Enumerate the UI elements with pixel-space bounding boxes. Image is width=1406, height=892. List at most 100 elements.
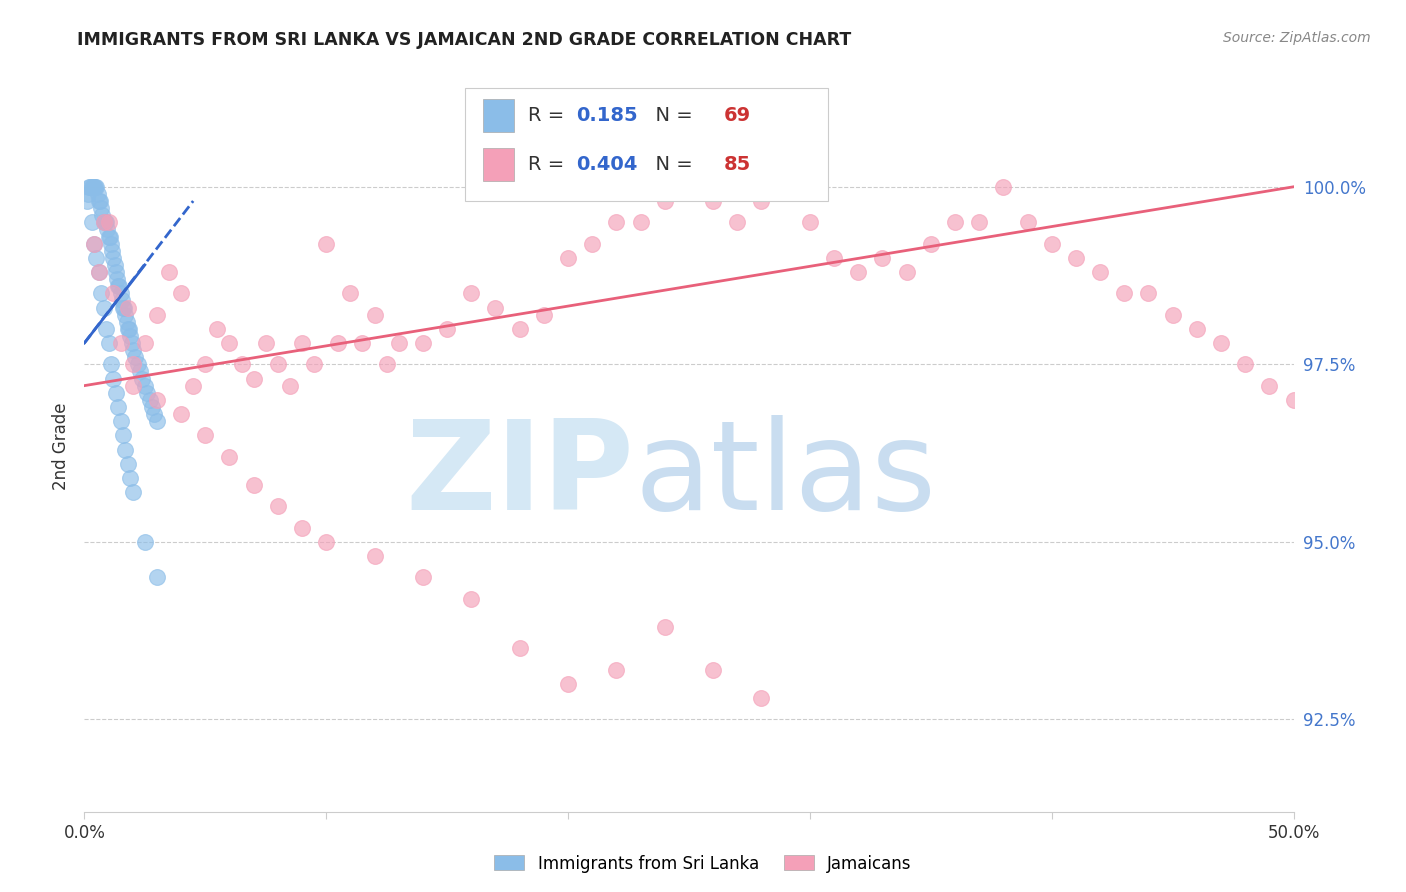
Point <box>278 378 301 392</box>
Point <box>112 301 135 315</box>
Point <box>412 570 434 584</box>
Point <box>654 194 676 208</box>
Point <box>436 322 458 336</box>
Point <box>1137 286 1160 301</box>
FancyBboxPatch shape <box>465 87 828 201</box>
Point <box>363 308 385 322</box>
Point <box>93 215 115 229</box>
Point <box>118 322 141 336</box>
Point <box>111 293 134 308</box>
Point <box>141 400 163 414</box>
Text: atlas: atlas <box>634 415 936 536</box>
FancyBboxPatch shape <box>484 99 513 132</box>
Point <box>231 357 253 371</box>
Point <box>751 194 773 208</box>
Point <box>105 272 128 286</box>
Point <box>93 215 115 229</box>
Point <box>82 179 104 194</box>
Point <box>872 251 894 265</box>
Point <box>121 485 143 500</box>
Text: R =: R = <box>529 155 571 174</box>
Point <box>94 322 117 336</box>
Point <box>725 215 748 229</box>
Point <box>533 308 555 322</box>
Text: 0.185: 0.185 <box>576 106 638 125</box>
Point <box>96 222 118 236</box>
Point <box>291 521 314 535</box>
Text: N =: N = <box>643 155 699 174</box>
Point <box>108 279 131 293</box>
Point <box>117 322 139 336</box>
Point <box>339 286 361 301</box>
Point <box>129 364 152 378</box>
Point <box>823 251 845 265</box>
Point <box>77 179 100 194</box>
Point <box>509 641 531 656</box>
Point <box>86 179 108 194</box>
Point <box>170 407 193 421</box>
Point <box>267 500 290 514</box>
Point <box>134 534 156 549</box>
Point <box>375 357 398 371</box>
Point <box>124 350 146 364</box>
Text: Source: ZipAtlas.com: Source: ZipAtlas.com <box>1223 31 1371 45</box>
Point <box>87 265 110 279</box>
Point <box>1185 322 1208 336</box>
Point <box>242 478 264 492</box>
Point <box>388 336 411 351</box>
Point <box>90 201 112 215</box>
Point <box>1040 236 1063 251</box>
Point <box>207 322 229 336</box>
Point <box>86 186 108 201</box>
Point <box>120 329 142 343</box>
Point <box>194 357 217 371</box>
Point <box>143 407 166 421</box>
Point <box>117 457 139 471</box>
Point <box>134 378 156 392</box>
Point <box>131 371 153 385</box>
Point <box>121 357 143 371</box>
Point <box>104 265 127 279</box>
Point <box>1088 265 1111 279</box>
Point <box>87 265 110 279</box>
Point <box>460 591 482 606</box>
Point <box>157 265 180 279</box>
Point <box>557 677 579 691</box>
Text: ZIP: ZIP <box>406 415 634 536</box>
Point <box>117 301 139 315</box>
Point <box>751 691 773 706</box>
Point <box>107 400 129 414</box>
Text: 85: 85 <box>724 155 751 174</box>
Point <box>920 236 942 251</box>
Point <box>114 308 136 322</box>
Point <box>138 392 160 407</box>
Point <box>315 534 337 549</box>
Point <box>1161 308 1184 322</box>
Point <box>291 336 314 351</box>
Text: IMMIGRANTS FROM SRI LANKA VS JAMAICAN 2ND GRADE CORRELATION CHART: IMMIGRANTS FROM SRI LANKA VS JAMAICAN 2N… <box>77 31 852 49</box>
Point <box>121 378 143 392</box>
Point <box>80 179 103 194</box>
Point <box>98 229 121 244</box>
Point <box>678 179 700 194</box>
Point <box>83 236 105 251</box>
Point <box>1209 336 1232 351</box>
Point <box>146 392 169 407</box>
Point <box>121 343 143 358</box>
Point <box>605 663 627 677</box>
Point <box>170 286 193 301</box>
Point <box>993 179 1015 194</box>
Point <box>115 315 138 329</box>
Point <box>1258 378 1281 392</box>
Text: N =: N = <box>643 106 699 125</box>
Point <box>134 336 156 351</box>
Point <box>328 336 350 351</box>
Point <box>87 194 110 208</box>
Point <box>254 336 277 351</box>
Point <box>302 357 325 371</box>
Point <box>127 357 149 371</box>
Point <box>412 336 434 351</box>
Point <box>110 336 132 351</box>
Point <box>557 251 579 265</box>
Point <box>104 385 127 400</box>
